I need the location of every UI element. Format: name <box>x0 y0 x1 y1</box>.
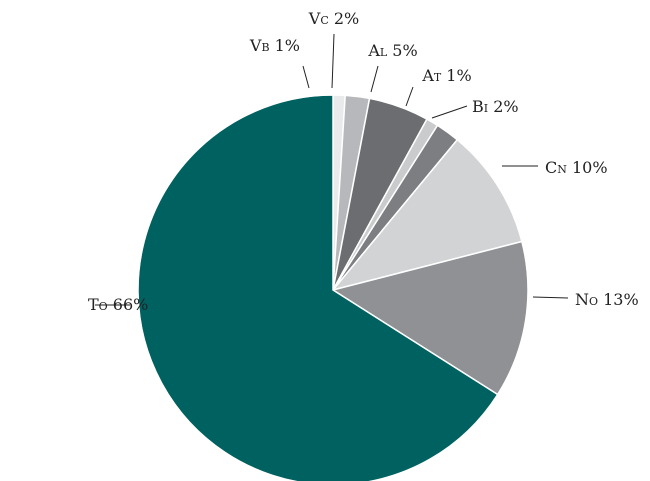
leader-line-al <box>370 65 379 93</box>
slice-label-vc: Vc 2% <box>308 9 359 28</box>
pie-outline <box>137 94 529 481</box>
leader-line-bi <box>431 105 468 119</box>
slice-label-at: At 1% <box>421 66 471 85</box>
leader-line-no <box>532 296 569 299</box>
leader-line-at <box>405 86 414 107</box>
slice-labels: Vb 1% Vc 2% Al 5%At 1%Bi 2% Cn 10% No 13% To … <box>88 9 639 314</box>
slice-label-al: Al 5% <box>367 41 417 60</box>
slice-label-vb: Vb 1% <box>249 36 300 55</box>
slice-label-bi: Bi 2% <box>472 97 519 116</box>
slice-label-to: To 66% <box>88 295 148 314</box>
leader-line-vb <box>302 65 310 89</box>
leader-line-vc <box>331 33 335 89</box>
slice-label-no: No 13% <box>575 290 639 309</box>
leader-lines <box>95 33 569 306</box>
slice-label-cn: Cn 10% <box>545 158 608 177</box>
pie-slices <box>137 94 529 481</box>
